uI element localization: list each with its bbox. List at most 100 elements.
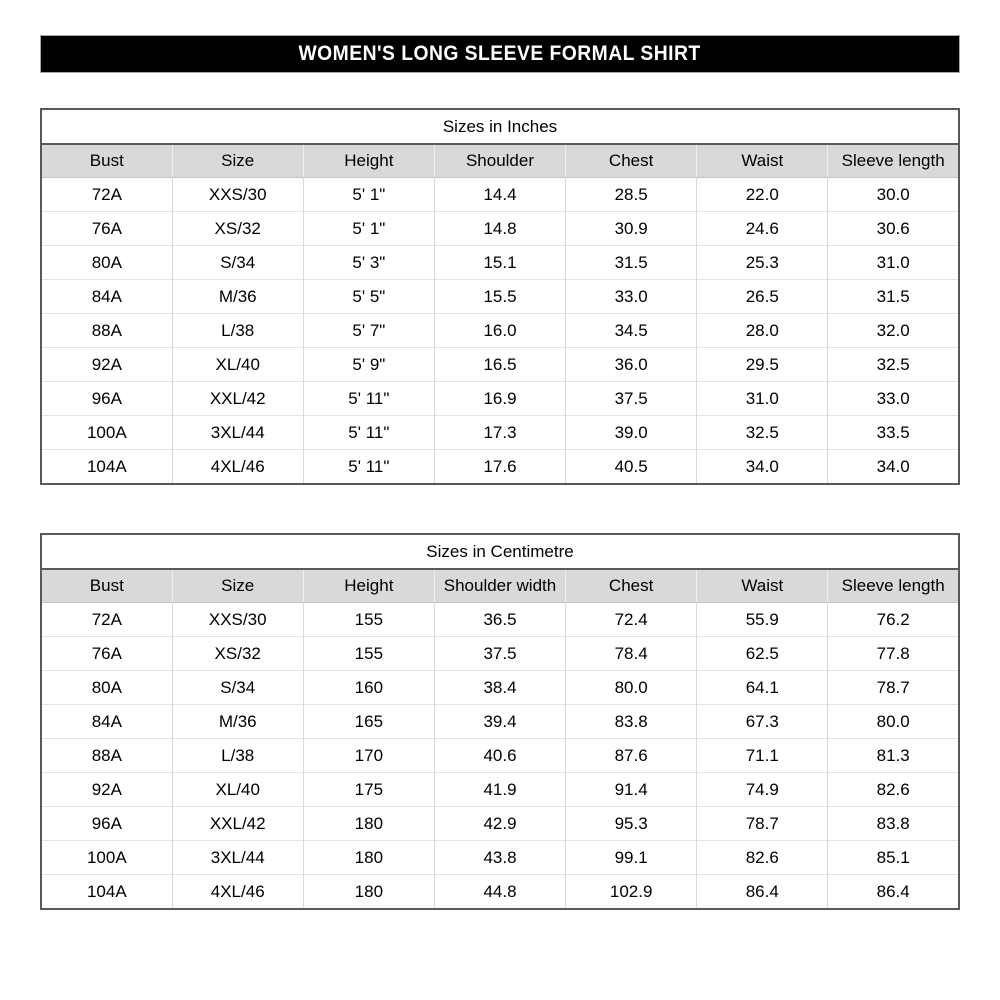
table-row: 104A 4XL/46 180 44.8 102.9 86.4 86.4 [41,874,959,909]
table-cell: 31.0 [827,245,959,280]
table-cell: 72A [41,602,173,637]
table-cell: XL/40 [171,347,304,382]
table-cell: 33.5 [827,415,959,450]
table-cell: 34.0 [696,449,828,484]
table-cell: 80.0 [827,704,959,739]
table-cell: 102.9 [565,874,697,909]
table-row: 104A 4XL/46 5' 11" 17.6 40.5 34.0 34.0 [41,449,959,484]
column-header: Height [302,144,435,178]
table-row: 72A XXS/30 155 36.5 72.4 55.9 76.2 [41,602,959,637]
column-header: Waist [696,144,828,178]
table-cell: M/36 [171,279,304,314]
table-cell: 22.0 [696,177,828,212]
table-cell: 42.9 [433,806,566,841]
column-header: Bust [41,144,173,178]
centimetre-size-table: Sizes in Centimetre Bust Size Height Shoulde… [40,533,960,910]
table-cell: 55.9 [696,602,828,637]
table-cell: 36.0 [565,347,697,382]
table-cell: 40.5 [565,449,697,484]
table-cell: 31.5 [827,279,959,314]
table-cell: 3XL/44 [171,840,304,875]
table-row: 88A L/38 5' 7" 16.0 34.5 28.0 32.0 [41,313,959,348]
table-cell: 76A [41,211,173,246]
table-cell: 39.0 [565,415,697,450]
table-cell: 30.9 [565,211,697,246]
table-caption: Sizes in Inches [41,109,959,145]
table-cell: 104A [41,449,173,484]
table-cell: 28.5 [565,177,697,212]
table-row: 92A XL/40 5' 9" 16.5 36.0 29.5 32.5 [41,347,959,382]
table-cell: 160 [302,670,435,705]
table-row: 72A XXS/30 5' 1" 14.4 28.5 22.0 30.0 [41,177,959,212]
table-cell: 88A [41,738,173,773]
table-cell: 30.0 [827,177,959,212]
table-cell: XXS/30 [171,177,304,212]
table-cell: 78.4 [565,636,697,671]
inches-size-table: Sizes in Inches Bust Size Height Shoulder Che… [40,108,960,485]
table-cell: 85.1 [827,840,959,875]
table-cell: 80A [41,245,173,280]
table-cell: 5' 9" [302,347,435,382]
table-cell: S/34 [171,670,304,705]
table-cell: 31.5 [565,245,697,280]
table-cell: 92A [41,772,173,807]
table-cell: 84A [41,704,173,739]
table-cell: 82.6 [827,772,959,807]
table-cell: 33.0 [827,381,959,416]
table-cell: 78.7 [696,806,828,841]
table-cell: 155 [302,602,435,637]
table-cell: 40.6 [433,738,566,773]
header-row: Bust Size Height Shoulder Chest Waist Sleeve l… [41,144,959,178]
column-header: Waist [696,569,828,603]
table-cell: 180 [302,874,435,909]
table-cell: 5' 1" [302,177,435,212]
column-header: Bust [41,569,173,603]
table-cell: XL/40 [171,772,304,807]
table-cell: 81.3 [827,738,959,773]
table-cell: 78.7 [827,670,959,705]
table-cell: 15.5 [433,279,566,314]
table-row: 100A 3XL/44 5' 11" 17.3 39.0 32.5 33.5 [41,415,959,450]
table-caption: Sizes in Centimetre [41,534,959,570]
table-row: 96A XXL/42 5' 11" 16.9 37.5 31.0 33.0 [41,381,959,416]
table-cell: 80A [41,670,173,705]
table-cell: L/38 [171,313,304,348]
table-cell: 14.4 [433,177,566,212]
table-cell: 77.8 [827,636,959,671]
table-row: 84A M/36 5' 5" 15.5 33.0 26.5 31.5 [41,279,959,314]
table-cell: XXL/42 [171,806,304,841]
table-cell: 41.9 [433,772,566,807]
table-cell: 82.6 [696,840,828,875]
table-cell: 24.6 [696,211,828,246]
table-cell: XS/32 [171,211,304,246]
table-cell: 71.1 [696,738,828,773]
table-cell: 72.4 [565,602,697,637]
inches-table-section: Sizes in Inches Bust Size Height Shoulder Che… [40,108,960,485]
table-cell: 83.8 [827,806,959,841]
table-cell: 180 [302,840,435,875]
table-cell: 100A [41,840,173,875]
table-cell: 44.8 [433,874,566,909]
table-cell: 175 [302,772,435,807]
table-cell: 96A [41,381,173,416]
table-cell: 37.5 [565,381,697,416]
table-cell: 86.4 [696,874,828,909]
table-cell: 34.0 [827,449,959,484]
table-cell: 26.5 [696,279,828,314]
table-cell: 76.2 [827,602,959,637]
column-header: Shoulder width [433,569,566,603]
table-cell: 83.8 [565,704,697,739]
table-cell: 39.4 [433,704,566,739]
table-cell: L/38 [171,738,304,773]
table-cell: 104A [41,874,173,909]
table-cell: 91.4 [565,772,697,807]
table-cell: 76A [41,636,173,671]
table-row: 100A 3XL/44 180 43.8 99.1 82.6 85.1 [41,840,959,875]
table-cell: 29.5 [696,347,828,382]
table-cell: XXL/42 [171,381,304,416]
table-cell: 87.6 [565,738,697,773]
table-cell: S/34 [171,245,304,280]
table-cell: 170 [302,738,435,773]
table-cell: XXS/30 [171,602,304,637]
